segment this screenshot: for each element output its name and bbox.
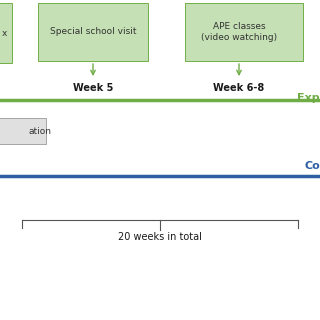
FancyBboxPatch shape (0, 3, 12, 63)
Text: 20 weeks in total: 20 weeks in total (118, 232, 202, 242)
Text: APE classes
(video watching): APE classes (video watching) (201, 22, 277, 42)
Text: Exp: Exp (297, 93, 320, 103)
FancyBboxPatch shape (185, 3, 303, 61)
Text: Week 5: Week 5 (73, 83, 113, 93)
FancyBboxPatch shape (0, 118, 46, 144)
Text: Co: Co (304, 161, 320, 171)
FancyBboxPatch shape (38, 3, 148, 61)
Text: x: x (1, 28, 7, 37)
Text: Week 6-8: Week 6-8 (213, 83, 265, 93)
Text: ation: ation (28, 126, 52, 135)
Text: Special school visit: Special school visit (50, 28, 136, 36)
